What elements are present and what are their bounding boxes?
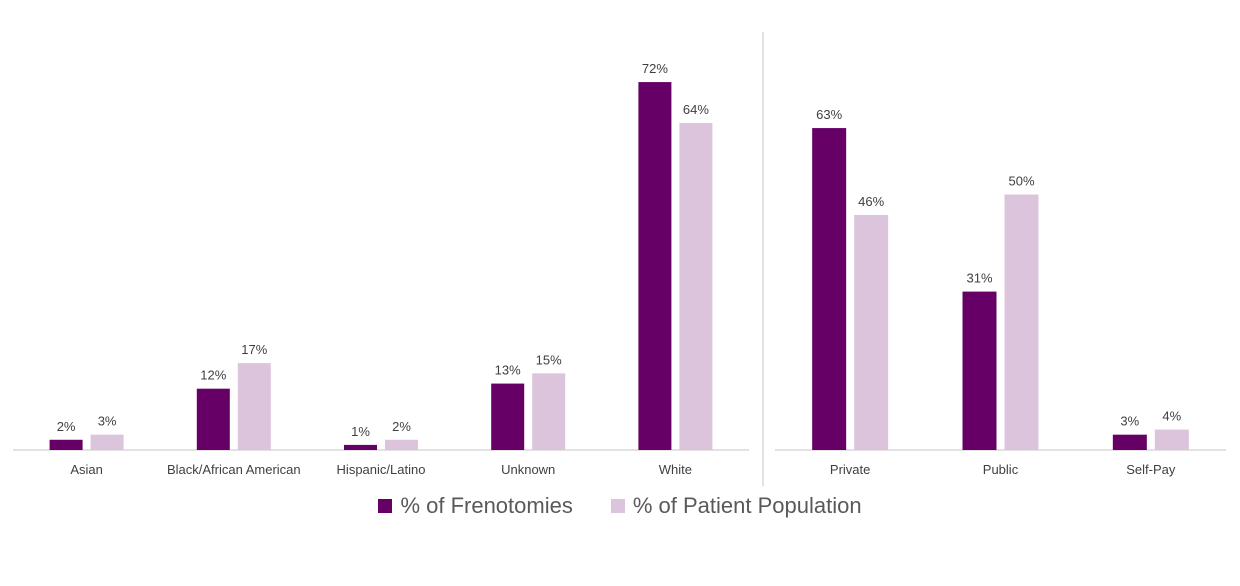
- data-label-frenotomies-public: 31%: [966, 271, 992, 286]
- bar-frenotomies-public: [962, 291, 997, 450]
- tick-label-unknown: Unknown: [501, 462, 555, 477]
- bar-frenotomies-asian: [49, 439, 83, 450]
- bar-patient-population-hispanic-latino: [385, 439, 418, 450]
- data-label-frenotomies-self-pay: 3%: [1120, 414, 1139, 429]
- bar-patient-population-self-pay: [1154, 429, 1189, 450]
- bar-patient-population-public: [1004, 194, 1039, 450]
- data-label-frenotomies-white: 72%: [642, 61, 668, 76]
- legend-label-frenotomies: % of Frenotomies: [400, 493, 573, 518]
- data-label-patient-population-white: 64%: [683, 102, 709, 117]
- bar-frenotomies-private: [812, 128, 847, 450]
- data-label-patient-population-self-pay: 4%: [1162, 409, 1181, 424]
- legend-swatch-frenotomies: [378, 499, 393, 513]
- tick-label-asian: Asian: [70, 462, 103, 477]
- bar-patient-population-asian: [90, 434, 124, 450]
- bar-frenotomies-self-pay: [1112, 434, 1147, 450]
- tick-label-black-african-american: Black/African American: [167, 462, 301, 477]
- legend-item-frenotomies: % of Frenotomies: [378, 493, 573, 519]
- data-label-frenotomies-hispanic-latino: 1%: [351, 424, 370, 439]
- legend-label-patient-population: % of Patient Population: [632, 493, 862, 518]
- data-label-frenotomies-unknown: 13%: [495, 363, 521, 378]
- payer-chart-panel: 63% 46% Private 31% 50% Public 3% 4% Self-Pay: [775, 107, 1226, 477]
- bar-patient-population-white: [679, 122, 713, 451]
- data-label-frenotomies-private: 63%: [816, 107, 842, 122]
- legend-item-patient-population: % of Patient Population: [610, 493, 862, 519]
- tick-label-self-pay: Self-Pay: [1126, 462, 1176, 477]
- bar-frenotomies-white: [638, 82, 672, 450]
- tick-label-public: Public: [983, 462, 1019, 477]
- tick-label-hispanic-latino: Hispanic/Latino: [337, 462, 426, 477]
- data-label-frenotomies-black-african-american: 12%: [200, 368, 226, 383]
- data-label-patient-population-private: 46%: [858, 194, 884, 209]
- bar-patient-population-private: [854, 214, 889, 450]
- data-label-frenotomies-asian: 2%: [57, 419, 76, 434]
- legend: % of Frenotomies % of Patient Population: [0, 493, 1240, 519]
- data-label-patient-population-unknown: 15%: [536, 352, 562, 367]
- data-label-patient-population-black-african-american: 17%: [241, 342, 267, 357]
- bar-frenotomies-hispanic-latino: [344, 444, 377, 450]
- bar-frenotomies-black-african-american: [196, 388, 230, 450]
- data-label-patient-population-public: 50%: [1008, 174, 1034, 189]
- data-label-patient-population-asian: 3%: [98, 414, 117, 429]
- bar-frenotomies-unknown: [491, 383, 525, 450]
- bar-patient-population-black-african-american: [237, 363, 271, 450]
- tick-label-white: White: [659, 462, 692, 477]
- race-chart-panel: 2% 3% Asian 12% 17% Black/African American 1% 2…: [13, 61, 749, 477]
- bar-patient-population-unknown: [532, 373, 566, 450]
- data-label-patient-population-hispanic-latino: 2%: [392, 419, 411, 434]
- tick-label-private: Private: [830, 462, 870, 477]
- legend-swatch-patient-population: [610, 499, 625, 513]
